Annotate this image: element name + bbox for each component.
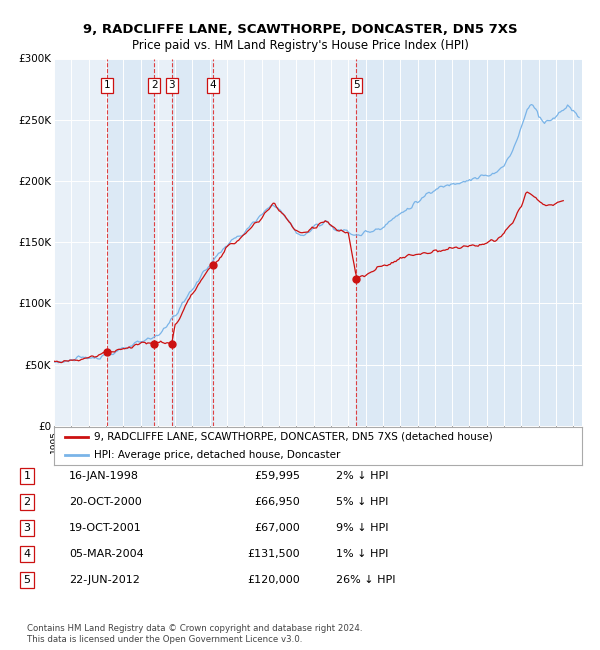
Bar [54, 58, 107, 426]
Text: Contains HM Land Registry data © Crown copyright and database right 2024.
This d: Contains HM Land Registry data © Crown c… [27, 624, 362, 644]
Text: 20-OCT-2000: 20-OCT-2000 [69, 497, 142, 507]
Text: 1: 1 [103, 81, 110, 90]
Text: 9% ↓ HPI: 9% ↓ HPI [336, 523, 389, 533]
Text: 5% ↓ HPI: 5% ↓ HPI [336, 497, 388, 507]
Text: 4: 4 [209, 81, 216, 90]
Text: 05-MAR-2004: 05-MAR-2004 [69, 549, 144, 559]
Bar [107, 58, 154, 426]
Text: £66,950: £66,950 [254, 497, 300, 507]
Text: 1% ↓ HPI: 1% ↓ HPI [336, 549, 388, 559]
Text: £131,500: £131,500 [247, 549, 300, 559]
Bar [154, 58, 172, 426]
Text: 5: 5 [353, 81, 360, 90]
Text: Price paid vs. HM Land Registry's House Price Index (HPI): Price paid vs. HM Land Registry's House … [131, 39, 469, 52]
Text: 22-JUN-2012: 22-JUN-2012 [69, 575, 140, 585]
Text: 26% ↓ HPI: 26% ↓ HPI [336, 575, 395, 585]
Text: 2: 2 [23, 497, 31, 507]
Text: 1: 1 [23, 471, 31, 481]
Text: £120,000: £120,000 [247, 575, 300, 585]
Text: HPI: Average price, detached house, Doncaster: HPI: Average price, detached house, Donc… [94, 450, 340, 460]
Text: 3: 3 [23, 523, 31, 533]
Text: 2: 2 [151, 81, 158, 90]
Text: £59,995: £59,995 [254, 471, 300, 481]
Bar [356, 58, 582, 426]
Text: 19-OCT-2001: 19-OCT-2001 [69, 523, 142, 533]
Bar [172, 58, 213, 426]
Text: 3: 3 [169, 81, 175, 90]
Text: 4: 4 [23, 549, 31, 559]
Text: 2% ↓ HPI: 2% ↓ HPI [336, 471, 389, 481]
Text: 9, RADCLIFFE LANE, SCAWTHORPE, DONCASTER, DN5 7XS (detached house): 9, RADCLIFFE LANE, SCAWTHORPE, DONCASTER… [94, 432, 493, 442]
Text: 9, RADCLIFFE LANE, SCAWTHORPE, DONCASTER, DN5 7XS: 9, RADCLIFFE LANE, SCAWTHORPE, DONCASTER… [83, 23, 517, 36]
Bar [213, 58, 356, 426]
Text: 16-JAN-1998: 16-JAN-1998 [69, 471, 139, 481]
Text: 5: 5 [23, 575, 31, 585]
Text: £67,000: £67,000 [254, 523, 300, 533]
